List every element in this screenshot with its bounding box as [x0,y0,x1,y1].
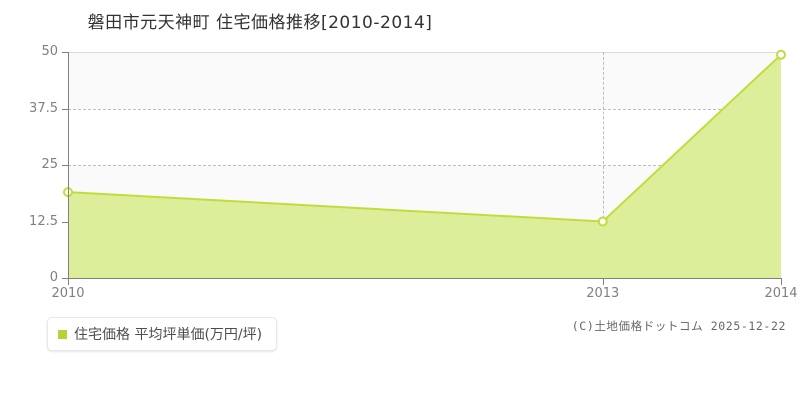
gridline-y-37.5 [68,108,781,110]
legend-swatch-icon [58,329,67,339]
chart-legend: 住宅価格 平均坪単価(万円/坪) [47,317,278,351]
data-point-marker-2013 [597,216,608,227]
y-tick-mark-50 [62,52,69,53]
x-tick-mark-2013 [602,278,604,285]
gridline-y-50 [68,52,781,53]
gridline-y-25 [68,165,781,166]
y-tick-mark-37.5 [62,108,69,110]
x-tick-label-2010: 2010 [51,286,85,301]
x-tick-label-2013: 2013 [586,286,620,301]
copyright-credit: (C)土地価格ドットコム 2025-12-22 [571,319,786,333]
y-tick-mark-12.5 [62,221,69,223]
x-tick-mark-2014 [781,278,782,285]
series-area-plot [63,49,786,279]
y-tick-label-37.5: 37.5 [29,100,58,116]
plot-area [63,49,786,279]
y-tick-label-0: 0 [49,270,58,285]
x-tick-mark-2010 [68,278,69,285]
area-fill-shape [68,54,781,279]
gridline-x-2013 [602,52,604,278]
y-tick-label-12.5: 12.5 [29,213,58,229]
y-tick-label-25: 25 [41,157,58,172]
data-point-marker-2014 [776,49,786,60]
plot-band [68,52,781,109]
chart-title: 磐田市元天神町 住宅価格推移[2010-2014] [87,13,433,33]
y-tick-label-50: 50 [41,44,58,59]
y-tick-mark-0 [62,278,69,279]
x-axis-line [68,278,781,279]
x-tick-label-2014: 2014 [764,286,798,301]
y-tick-mark-25 [62,165,69,166]
legend-label: 住宅価格 平均坪単価(万円/坪) [74,327,263,343]
